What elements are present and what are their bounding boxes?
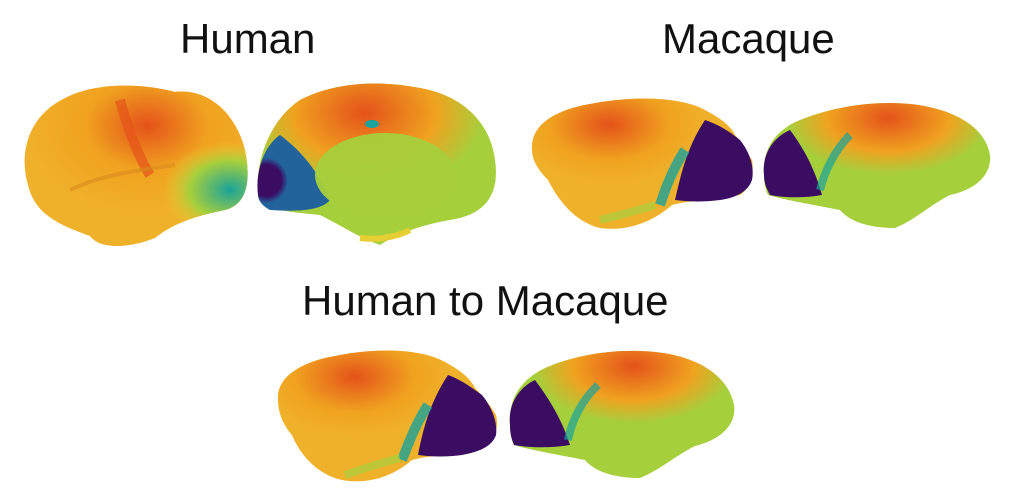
macaque-medial-brain (763, 102, 991, 228)
human-label: Human (180, 15, 316, 62)
human-to-macaque-label: Human to Macaque (302, 277, 669, 324)
human-lateral-brain (24, 85, 248, 246)
macaque-lateral-brain (531, 98, 753, 229)
human-to-macaque-medial-brain (509, 350, 735, 478)
human-medial-brain (257, 83, 496, 245)
human-to-macaque-lateral-brain (277, 350, 498, 482)
macaque-label: Macaque (662, 15, 835, 62)
